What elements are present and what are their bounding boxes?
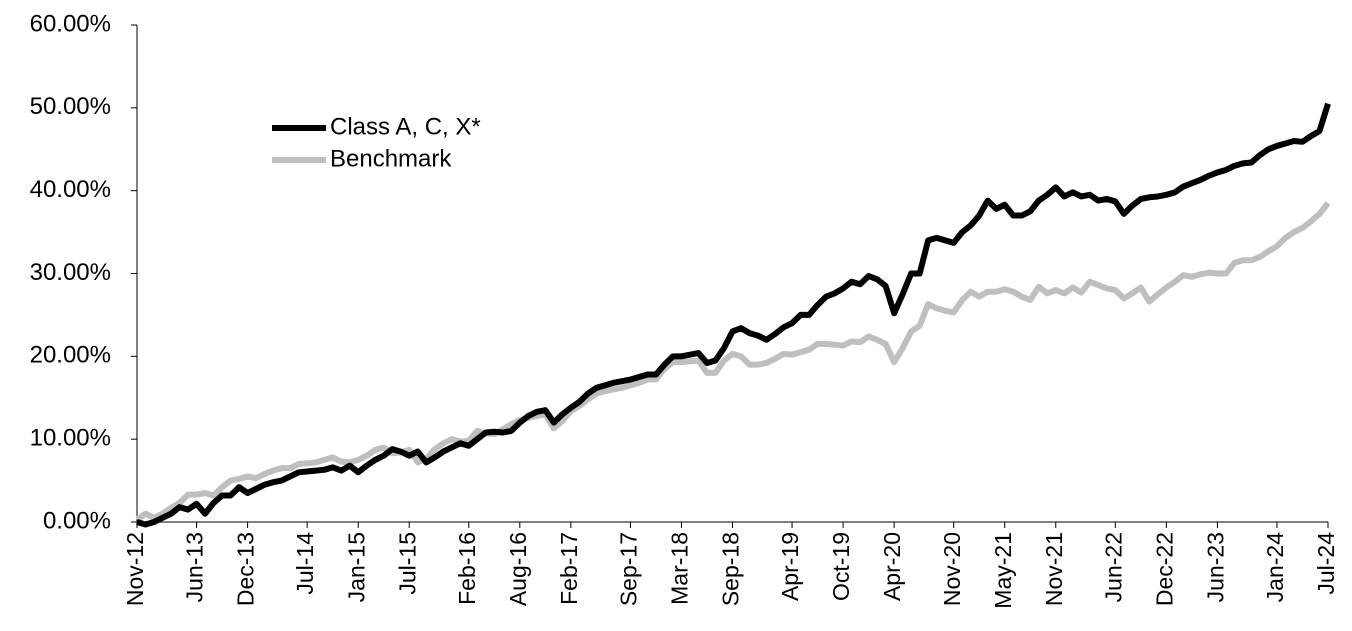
y-tick-label: 60.00% bbox=[30, 10, 111, 37]
legend-label: Class A, C, X* bbox=[330, 113, 481, 140]
x-tick-label: Nov-21 bbox=[1041, 532, 1067, 606]
x-tick-label: Jul-14 bbox=[292, 532, 318, 595]
x-tick-label: Sep-17 bbox=[615, 532, 641, 606]
x-tick-label: Jun-23 bbox=[1202, 532, 1228, 602]
x-tick-label: Aug-16 bbox=[505, 532, 531, 606]
x-tick-label: Feb-17 bbox=[556, 532, 582, 605]
x-tick-label: Oct-19 bbox=[828, 532, 854, 601]
x-tick-label: Jul-24 bbox=[1313, 532, 1339, 595]
x-tick-label: Jul-15 bbox=[394, 532, 420, 595]
y-tick-label: 50.00% bbox=[30, 93, 111, 120]
y-tick-label: 40.00% bbox=[30, 176, 111, 203]
x-tick-label: Dec-22 bbox=[1151, 532, 1177, 606]
x-tick-label: Sep-18 bbox=[718, 532, 744, 606]
x-tick-label: Jun-22 bbox=[1100, 532, 1126, 602]
x-tick-label: Nov-12 bbox=[122, 532, 148, 606]
x-tick-label: Mar-18 bbox=[667, 532, 693, 605]
x-tick-label: Jun-13 bbox=[182, 532, 208, 602]
y-tick-label: 0.00% bbox=[43, 507, 111, 534]
y-tick-label: 10.00% bbox=[30, 425, 111, 452]
x-tick-label: Jan-15 bbox=[343, 532, 369, 602]
x-tick-label: May-21 bbox=[990, 532, 1016, 609]
x-tick-label: Jan-24 bbox=[1262, 532, 1288, 603]
x-tick-label: Feb-16 bbox=[454, 532, 480, 605]
y-tick-label: 20.00% bbox=[30, 342, 111, 369]
x-tick-label: Nov-20 bbox=[939, 532, 965, 606]
legend-label: Benchmark bbox=[330, 145, 452, 172]
x-tick-label: Dec-13 bbox=[233, 532, 259, 606]
x-tick-label: Apr-19 bbox=[777, 532, 803, 601]
series-line bbox=[136, 102, 1331, 528]
x-tick-label: Apr-20 bbox=[879, 532, 905, 601]
y-tick-label: 30.00% bbox=[30, 259, 111, 286]
series-line bbox=[135, 201, 1331, 522]
